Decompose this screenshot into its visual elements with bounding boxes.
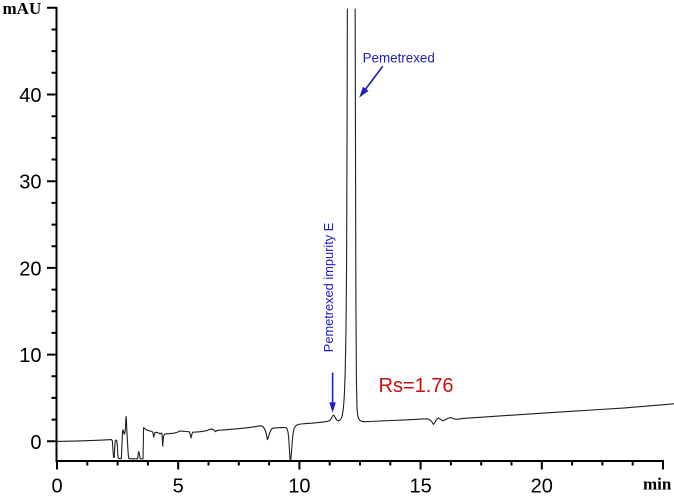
svg-text:5: 5 [173, 476, 184, 496]
svg-text:40: 40 [19, 85, 41, 107]
svg-text:0: 0 [30, 432, 41, 454]
svg-text:min: min [643, 475, 672, 494]
svg-text:10: 10 [288, 476, 310, 496]
svg-text:Pemetrexed impurity E: Pemetrexed impurity E [321, 223, 336, 352]
svg-text:Rs=1.76: Rs=1.76 [379, 375, 454, 397]
svg-text:15: 15 [409, 476, 431, 496]
svg-text:30: 30 [19, 172, 41, 194]
svg-text:10: 10 [19, 345, 41, 367]
svg-text:20: 20 [19, 258, 41, 280]
svg-text:0: 0 [51, 476, 62, 496]
svg-text:20: 20 [531, 476, 553, 496]
svg-text:mAU: mAU [3, 0, 42, 18]
svg-text:Pemetrexed: Pemetrexed [363, 51, 435, 66]
